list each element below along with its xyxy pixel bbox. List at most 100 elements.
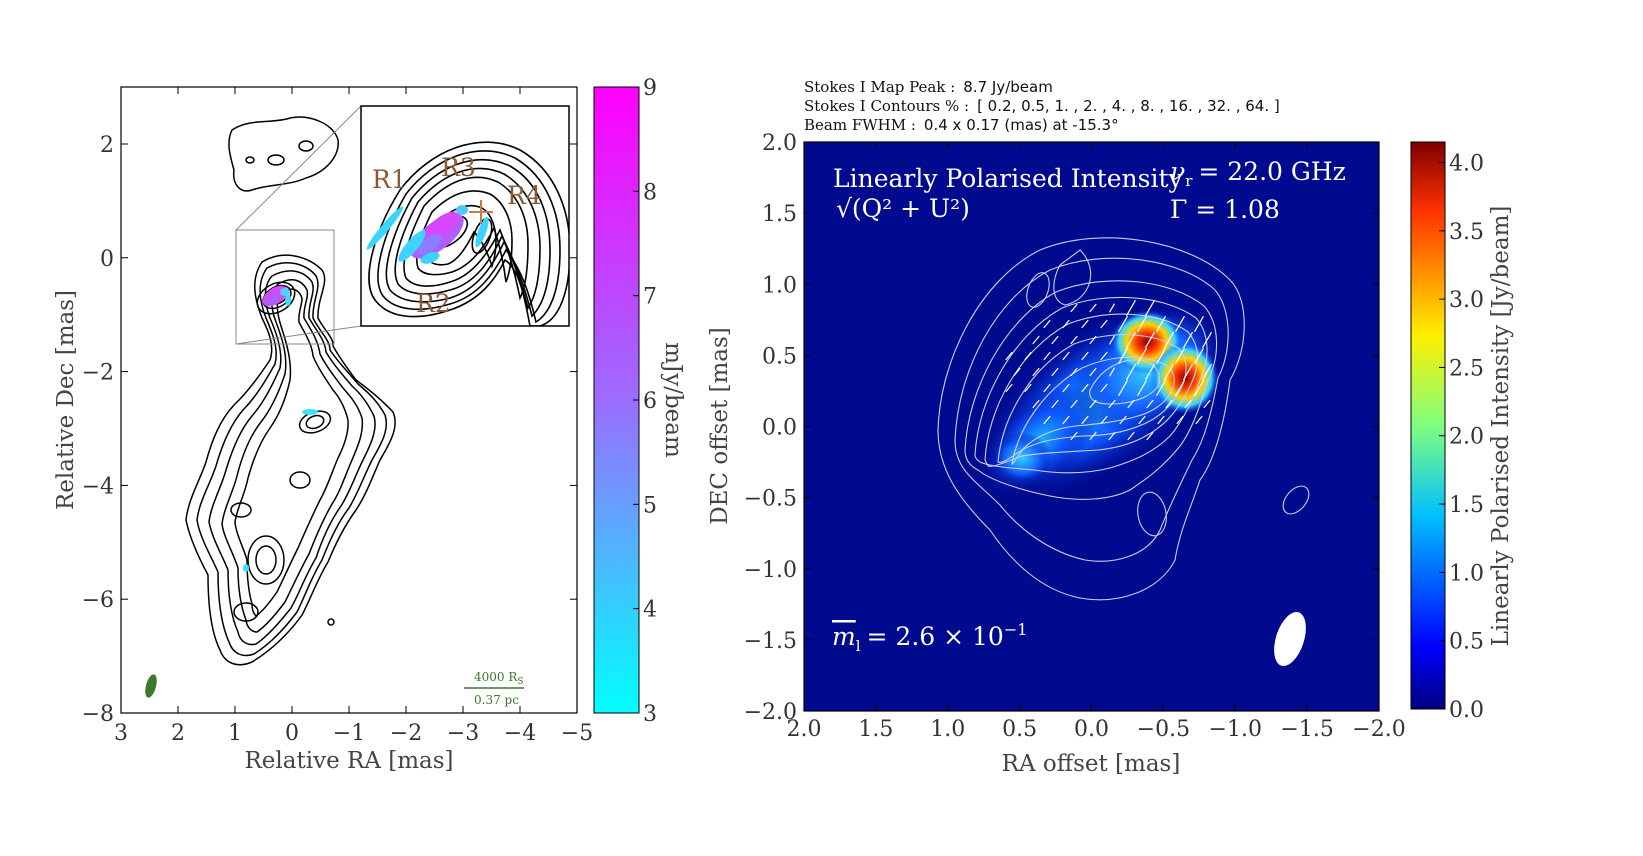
right-y-ticks: 2.0 1.5 1.0 0.5 0.0 −0.5 −1.0 −1.5 −2.0: [744, 131, 1379, 725]
x-tick-label: −5: [561, 721, 593, 746]
x-tick-label: 1.5: [858, 717, 893, 742]
stokes-i-contours: [937, 237, 1310, 601]
evpa-tick: [1089, 303, 1097, 313]
evpa-tick: [1127, 431, 1135, 441]
region-label-r1: R1: [372, 165, 407, 194]
evpa-tick: [1070, 335, 1078, 345]
y-tick-label: −4: [82, 474, 114, 499]
header-value-contours: [ 0.2, 0.5, 1. , 2. , 4. , 8. , 16. , 32…: [977, 97, 1280, 115]
header-lines: Stokes I Map Peak : 8.7 Jy/beam Stokes I …: [804, 78, 1280, 134]
evpa-tick: [1024, 383, 1032, 393]
evpa-tick: [1136, 347, 1148, 365]
left-polarised-emission: [243, 285, 318, 572]
evpa-tick: [1125, 363, 1137, 381]
header-value-beam: 0.4 x 0.17 (mas) at -15.3°: [924, 116, 1119, 134]
evpa-tick: [1013, 367, 1021, 377]
evpa-tick: [1174, 315, 1186, 333]
evpa-tick: [1163, 363, 1175, 381]
evpa-tick: [1108, 303, 1116, 313]
scale-bar: 4000 RS 0.37 pc: [464, 670, 524, 707]
evpa-tick: [1125, 299, 1137, 317]
evpa-tick: [1100, 383, 1108, 393]
colorbar-tick-label: 6: [643, 389, 657, 414]
svg-text:Stokes I Contours % :[ 0.2, 0.: Stokes I Contours % : [ 0.2, 0.5, 1. , 2.…: [804, 97, 1280, 115]
evpa-tick: [1100, 319, 1108, 329]
evpa-tick: [1089, 335, 1097, 345]
evpa-tick: [1070, 431, 1078, 441]
evpa-tick: [1070, 399, 1078, 409]
evpa-tick: [1051, 399, 1059, 409]
left-beam-ellipse: [145, 674, 157, 698]
evpa-tick: [1062, 415, 1070, 425]
svg-text:Beam FWHM :0.4 x 0.17 (mas) at: Beam FWHM : 0.4 x 0.17 (mas) at -15.3°: [804, 116, 1119, 134]
x-tick-label: 0.5: [1002, 717, 1037, 742]
frequency-label: νr = 22.0 GHz: [1170, 157, 1346, 190]
colorbar-tick-label: 4.0: [1449, 151, 1484, 176]
header-label-contours: Stokes I Contours % :: [804, 97, 969, 115]
evpa-tick: [1125, 331, 1137, 349]
y-tick-label: −8: [82, 702, 114, 727]
left-colorbar-ticks: 9 8 7 6 5 4 3: [633, 76, 657, 727]
header-label-peak: Stokes I Map Peak :: [804, 78, 955, 96]
evpa-tick: [1163, 331, 1175, 349]
right-panel: Stokes I Map Peak : 8.7 Jy/beam Stokes I …: [707, 78, 1514, 777]
left-panel: R1 R2 R3 R4 4000 RS 0.37 pc 3 2 1 0 −1 −2 −3 −4…: [53, 76, 686, 774]
evpa-tick: [1005, 351, 1013, 361]
overlay-title: Linearly Polarised Intensity: [833, 164, 1183, 193]
colorbar-tick-label: 1.5: [1449, 493, 1484, 518]
right-heatmap: [978, 301, 1223, 499]
evpa-tick: [1089, 399, 1097, 409]
evpa-tick: [1081, 319, 1089, 329]
evpa-tick: [1144, 363, 1156, 381]
evpa-tick: [1043, 415, 1051, 425]
scale-bar-bottom-label: 0.37 pc: [474, 693, 519, 707]
evpa-tick: [1174, 379, 1186, 397]
evpa-tick: [1117, 379, 1129, 397]
colorbar-tick-label: 0.0: [1449, 698, 1484, 723]
evpa-tick: [1070, 367, 1078, 377]
colorbar-tick-label: 3.5: [1449, 220, 1484, 245]
colorbar-tick-label: 9: [643, 76, 657, 101]
scale-bar-top-label: 4000 R: [474, 670, 518, 684]
evpa-tick: [1193, 347, 1205, 365]
evpa-tick: [1193, 315, 1205, 333]
y-tick-label: −0.5: [744, 487, 797, 512]
y-tick-label: 1.0: [762, 273, 797, 298]
x-tick-label: −1.5: [1280, 717, 1333, 742]
evpa-tick: [1119, 415, 1127, 425]
y-tick-label: −2.0: [744, 700, 797, 725]
svg-text:Stokes I Map Peak :8.7 Jy/beam: Stokes I Map Peak : 8.7 Jy/beam: [804, 78, 1053, 96]
evpa-tick: [1146, 431, 1154, 441]
colorbar-tick-label: 2.5: [1449, 356, 1484, 381]
evpa-tick: [1174, 347, 1186, 365]
colorbar-tick-label: 5: [643, 493, 657, 518]
right-beam-ellipse: [1274, 612, 1306, 666]
evpa-tick: [1155, 315, 1167, 333]
evpa-tick: [1070, 303, 1078, 313]
evpa-tick: [1201, 363, 1213, 381]
x-tick-label: 3: [114, 721, 128, 746]
x-tick-label: 2.0: [787, 717, 822, 742]
evpa-tick: [1136, 315, 1148, 333]
evpa-tick: [1165, 399, 1173, 409]
right-y-axis-label: DEC offset [mas]: [707, 327, 733, 525]
evpa-tick: [1155, 379, 1167, 397]
right-colorbar-ticks: 4.0 3.5 3.0 2.5 2.0 1.5 1.0 0.5 0.0: [1439, 151, 1484, 723]
evpa-tick: [1043, 351, 1051, 361]
right-colorbar-label: Linearly Polarised Intensity [Jy/beam]: [1488, 206, 1514, 647]
zoom-inset: R1 R2 R3 R4: [360, 105, 570, 327]
x-tick-label: 2: [171, 721, 185, 746]
colorbar-tick-label: 3.0: [1449, 288, 1484, 313]
y-tick-label: 0: [100, 247, 114, 272]
evpa-tick: [1062, 319, 1070, 329]
colorbar-tick-label: 1.0: [1449, 561, 1484, 586]
x-tick-label: 0.0: [1074, 717, 1109, 742]
evpa-tick: [1100, 351, 1108, 361]
right-x-ticks: 2.0 1.5 1.0 0.5 0.0 −0.5 −1.0 −1.5 −2.0: [787, 142, 1406, 742]
x-tick-label: −2.0: [1352, 717, 1405, 742]
evpa-tick: [1182, 331, 1194, 349]
evpa-tick: [1108, 431, 1116, 441]
overlay-formula: √(Q² + U²): [836, 194, 970, 223]
region-label-r3: R3: [441, 153, 476, 182]
evpa-tick: [1136, 379, 1148, 397]
